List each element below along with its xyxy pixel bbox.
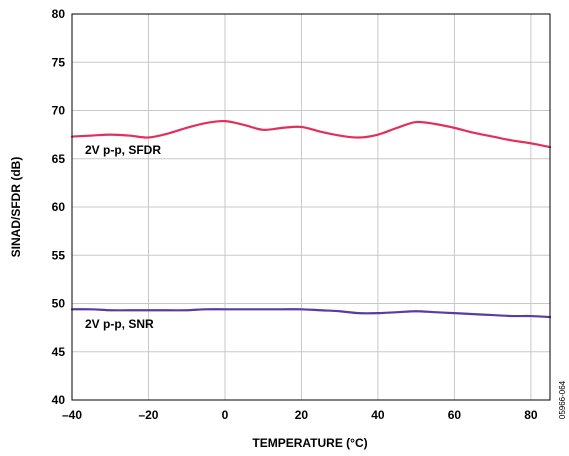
series-labels: 2V p-p, SFDR 2V p-p, SNR: [85, 143, 161, 331]
y-tick-labels: 40 45 50 55 60 65 70 75 80: [52, 7, 66, 407]
series-line-2v-p-p-sfdr: [70, 119, 552, 149]
x-tick-label: –20: [138, 408, 158, 422]
y-axis-title: SINAD/SFDR (dB): [9, 157, 23, 258]
x-tick-label: 80: [524, 408, 538, 422]
x-tick-label: 40: [371, 408, 385, 422]
grid-lines: [72, 14, 550, 400]
series-line-2v-p-p-snr: [70, 308, 552, 319]
x-tick-labels: –40 –20 0 20 40 60 80: [62, 408, 538, 422]
y-tick-label: 55: [52, 248, 66, 262]
x-tick-label: 20: [295, 408, 309, 422]
x-tick-label: 60: [448, 408, 462, 422]
y-tick-label: 75: [52, 55, 66, 69]
y-tick-label: 50: [52, 297, 66, 311]
y-tick-label: 60: [52, 200, 66, 214]
y-tick-label: 45: [52, 345, 66, 359]
series-label-2v-p-p-snr: 2V p-p, SNR: [85, 317, 154, 331]
x-tick-label: –40: [62, 408, 82, 422]
y-tick-label: 80: [52, 7, 66, 21]
series-lines: [70, 119, 552, 319]
figure-id: 05966-064: [558, 380, 567, 419]
y-tick-label: 70: [52, 104, 66, 118]
y-tick-label: 65: [52, 152, 66, 166]
x-tick-label: 0: [222, 408, 229, 422]
y-tick-label: 40: [52, 393, 66, 407]
plot-frame: [71, 13, 551, 401]
series-label-2v-p-p-sfdr: 2V p-p, SFDR: [85, 143, 161, 157]
x-axis-title: TEMPERATURE (°C): [252, 436, 367, 450]
